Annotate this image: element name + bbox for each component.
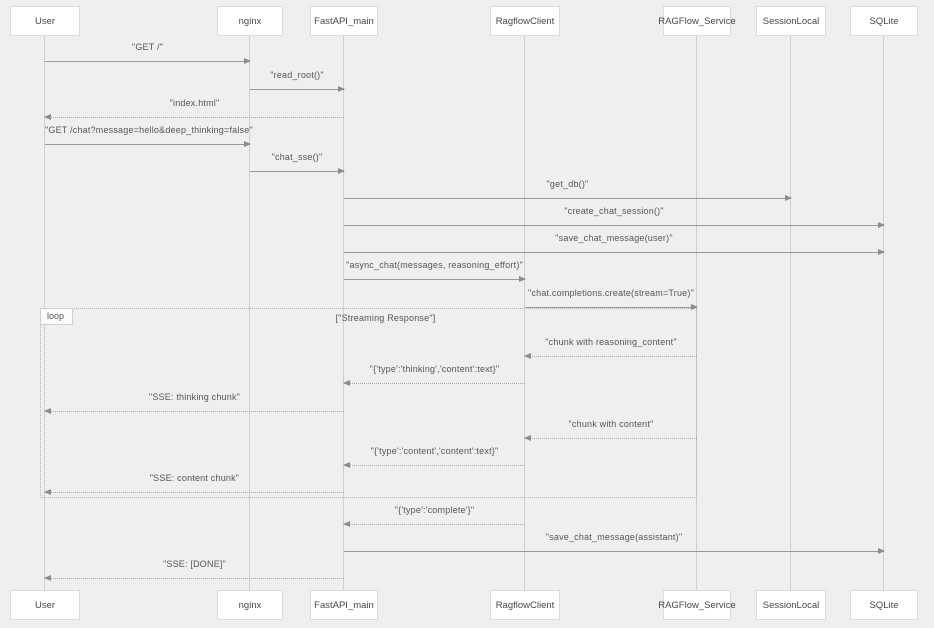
- actor-top-sqlite: SQLite: [850, 6, 918, 36]
- message-type-content: "{'type':'content','content':text}": [343, 445, 525, 468]
- actor-bottom-ragflow-service: RAGFlow_Service: [658, 590, 736, 620]
- loop-condition: ["Streaming Response"]: [335, 313, 436, 323]
- actor-bottom-nginx: nginx: [217, 590, 283, 620]
- message-create-chat-session: "create_chat_session()": [344, 205, 885, 228]
- arrow-solid: [344, 222, 885, 228]
- message-chunk-content: "chunk with content": [524, 418, 697, 441]
- loop-keyword: loop: [40, 308, 74, 325]
- message-get-root: "GET /": [45, 41, 251, 64]
- actor-top-user: User: [10, 6, 80, 36]
- lifeline-ragflowclient: [524, 36, 525, 590]
- actor-bottom-sessionlocal: SessionLocal: [756, 590, 826, 620]
- arrowhead-right: [244, 58, 251, 64]
- message-index-html: "index.html": [44, 97, 344, 120]
- message-sse-content-chunk: "SSE: content chunk": [44, 472, 344, 495]
- actor-bottom-user: User: [10, 590, 80, 620]
- arrowhead-left: [343, 521, 350, 527]
- arrowhead-left: [44, 575, 51, 581]
- arrow-solid: [250, 86, 345, 92]
- arrowhead-right: [338, 86, 345, 92]
- arrowhead-right: [519, 276, 526, 282]
- lifeline-nginx: [249, 36, 250, 590]
- arrow-solid: [344, 249, 885, 255]
- actor-bottom-ragflowclient: RagflowClient: [490, 590, 560, 620]
- arrowhead-left: [524, 353, 531, 359]
- arrow-solid: [344, 276, 526, 282]
- actor-top-fastapi-main: FastAPI_main: [310, 6, 378, 36]
- arrowhead-right: [691, 304, 698, 310]
- message-type-thinking: "{'type':'thinking','content':text}": [343, 363, 525, 386]
- arrow-dashed: [524, 435, 697, 441]
- message-read-root: "read_root()": [250, 69, 345, 92]
- actor-top-ragflowclient: RagflowClient: [490, 6, 560, 36]
- lifeline-fastapi-main: [343, 36, 344, 590]
- arrowhead-left: [524, 435, 531, 441]
- arrow-dashed: [524, 353, 697, 359]
- arrow-solid: [344, 548, 885, 554]
- message-type-complete: "{'type':'complete'}": [343, 504, 525, 527]
- actor-top-ragflow-service: RAGFlow_Service: [658, 6, 736, 36]
- arrow-solid: [250, 168, 345, 174]
- message-save-chat-message-assistant: "save_chat_message(assistant)": [344, 531, 885, 554]
- arrow-dashed: [44, 489, 344, 495]
- arrowhead-right: [338, 168, 345, 174]
- arrow-dashed: [44, 408, 344, 414]
- message-get-chat: "GET /chat?message=hello&deep_thinking=f…: [45, 124, 253, 147]
- message-chat-sse: "chat_sse()": [250, 151, 345, 174]
- arrow-solid: [344, 195, 792, 201]
- actor-top-nginx: nginx: [217, 6, 283, 36]
- arrowhead-left: [44, 408, 51, 414]
- message-chunk-reasoning: "chunk with reasoning_content": [524, 336, 697, 359]
- arrowhead-right: [878, 222, 885, 228]
- arrowhead-left: [343, 380, 350, 386]
- arrow-dashed: [44, 114, 344, 120]
- actor-top-sessionlocal: SessionLocal: [756, 6, 826, 36]
- message-sse-done: "SSE: [DONE]": [44, 558, 344, 581]
- arrow-solid: [45, 58, 251, 64]
- arrow-solid: [525, 304, 698, 310]
- actor-bottom-fastapi-main: FastAPI_main: [310, 590, 378, 620]
- message-chat-completions-create: "chat.completions.create(stream=True)": [525, 287, 698, 310]
- arrow-dashed: [343, 462, 525, 468]
- arrowhead-left: [44, 114, 51, 120]
- lifeline-sqlite: [883, 36, 884, 590]
- actor-bottom-sqlite: SQLite: [850, 590, 918, 620]
- arrowhead-left: [343, 462, 350, 468]
- arrow-solid: [45, 141, 251, 147]
- loop-frame: loop ["Streaming Response"]: [40, 308, 697, 498]
- message-save-chat-message-user: "save_chat_message(user)": [344, 232, 885, 255]
- message-async-chat: "async_chat(messages, reasoning_effort)": [344, 259, 526, 282]
- arrowhead-right: [244, 141, 251, 147]
- arrowhead-right: [785, 195, 792, 201]
- arrowhead-left: [44, 489, 51, 495]
- arrowhead-right: [878, 249, 885, 255]
- arrowhead-right: [878, 548, 885, 554]
- arrow-dashed: [44, 575, 344, 581]
- lifeline-sessionlocal: [790, 36, 791, 590]
- arrow-dashed: [343, 521, 525, 527]
- message-get-db: "get_db()": [344, 178, 792, 201]
- arrow-dashed: [343, 380, 525, 386]
- message-sse-thinking-chunk: "SSE: thinking chunk": [44, 391, 344, 414]
